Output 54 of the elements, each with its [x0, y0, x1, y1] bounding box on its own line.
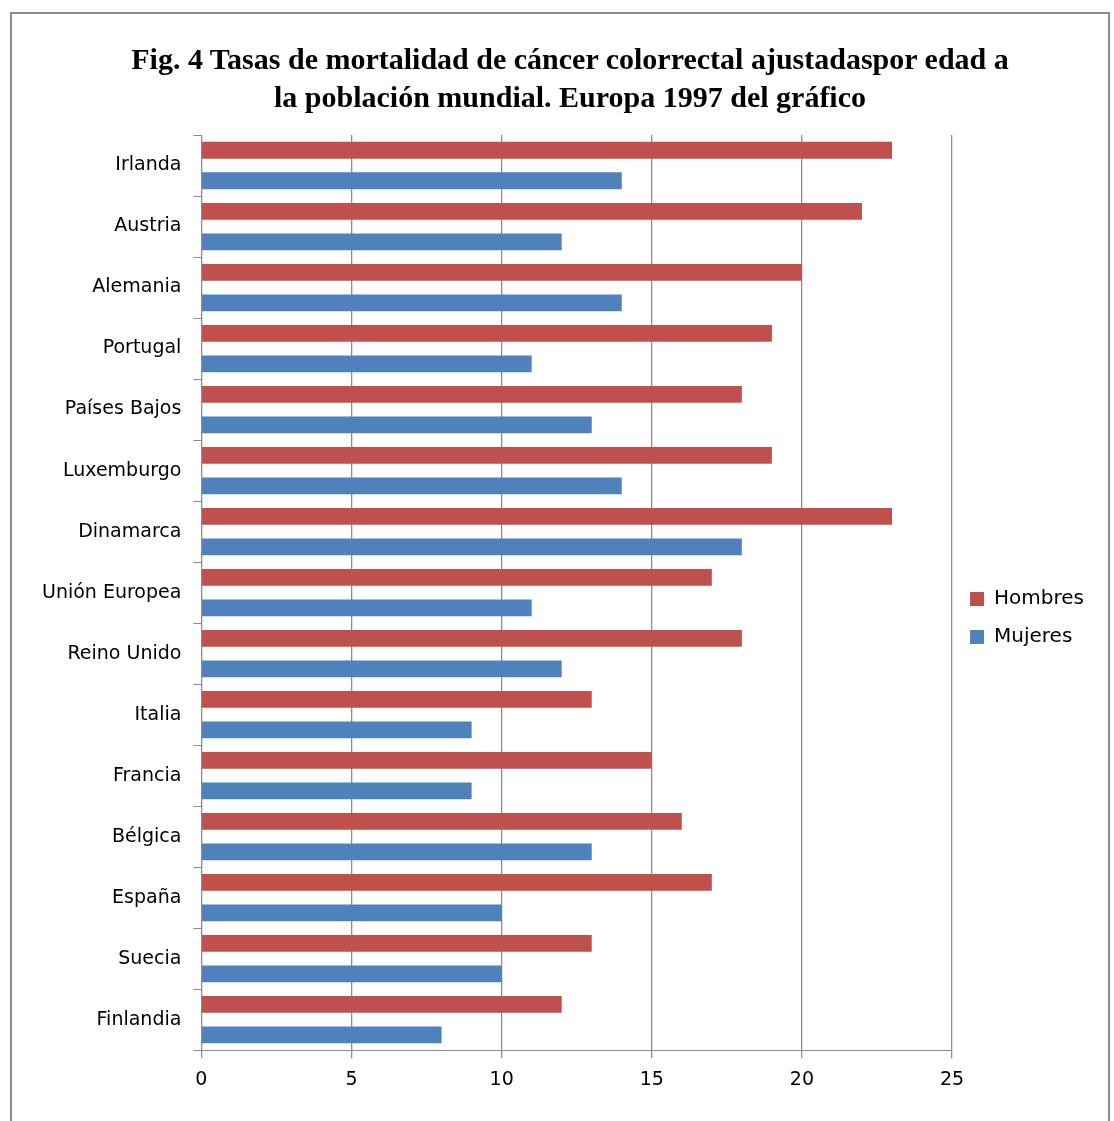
y-tick-label: Luxemburgo — [62, 457, 182, 480]
bar — [202, 629, 742, 647]
y-tick-label: Alemania — [92, 274, 182, 297]
y-tick-label: Bélgica — [111, 823, 182, 846]
bar — [202, 599, 532, 617]
x-tick-label: 25 — [939, 1066, 965, 1089]
bar — [202, 202, 862, 220]
y-tick-label: Reino Unido — [67, 640, 182, 663]
bar — [202, 538, 742, 556]
legend-label: Hombres — [994, 585, 1085, 610]
bar — [202, 874, 712, 891]
y-tick-label: Finlandia — [96, 1006, 182, 1029]
x-tick-label: 10 — [489, 1066, 514, 1089]
bar — [202, 172, 622, 190]
y-tick-label: Suecia — [118, 945, 182, 968]
bar — [202, 141, 892, 159]
bar — [202, 385, 742, 403]
bar — [202, 1026, 442, 1044]
bar — [202, 813, 682, 830]
y-tick-label: Portugal — [102, 335, 182, 358]
x-tick-label: 20 — [789, 1066, 814, 1089]
bar — [202, 416, 592, 434]
bar — [202, 752, 652, 769]
y-tick-label: Francia — [112, 762, 182, 785]
bar — [202, 446, 772, 464]
bar — [202, 965, 502, 983]
y-tick-label: Países Bajos — [64, 396, 182, 419]
bar — [202, 660, 562, 678]
bar — [202, 904, 502, 922]
bar — [202, 996, 562, 1013]
bar — [202, 294, 622, 312]
bar — [202, 507, 892, 525]
bar — [202, 782, 472, 800]
bar — [202, 935, 592, 952]
bar — [202, 721, 472, 739]
bar — [202, 355, 532, 373]
bar — [202, 324, 772, 342]
bar — [202, 690, 592, 708]
bar — [202, 477, 622, 495]
x-tick-label: 0 — [195, 1066, 208, 1089]
bar — [202, 843, 592, 861]
y-tick-label: Italia — [134, 701, 182, 724]
y-tick-label: Austria — [114, 213, 182, 236]
x-tick-label: 15 — [639, 1066, 664, 1089]
y-tick-label: Irlanda — [115, 152, 182, 175]
chart-title: Fig. 4 Tasas de mortalidad de cáncer colorrectal ajustadaspor edad a la población mundial. Europa 1997 del gráfico — [130, 41, 1010, 115]
legend-label: Mujeres — [994, 623, 1073, 648]
bar — [202, 263, 802, 281]
bar — [202, 233, 562, 251]
x-tick-label: 5 — [345, 1066, 358, 1089]
y-tick-label: Unión Europea — [41, 579, 182, 602]
bar — [202, 568, 712, 586]
y-tick-label: Dinamarca — [78, 518, 182, 541]
y-tick-label: España — [112, 884, 182, 907]
